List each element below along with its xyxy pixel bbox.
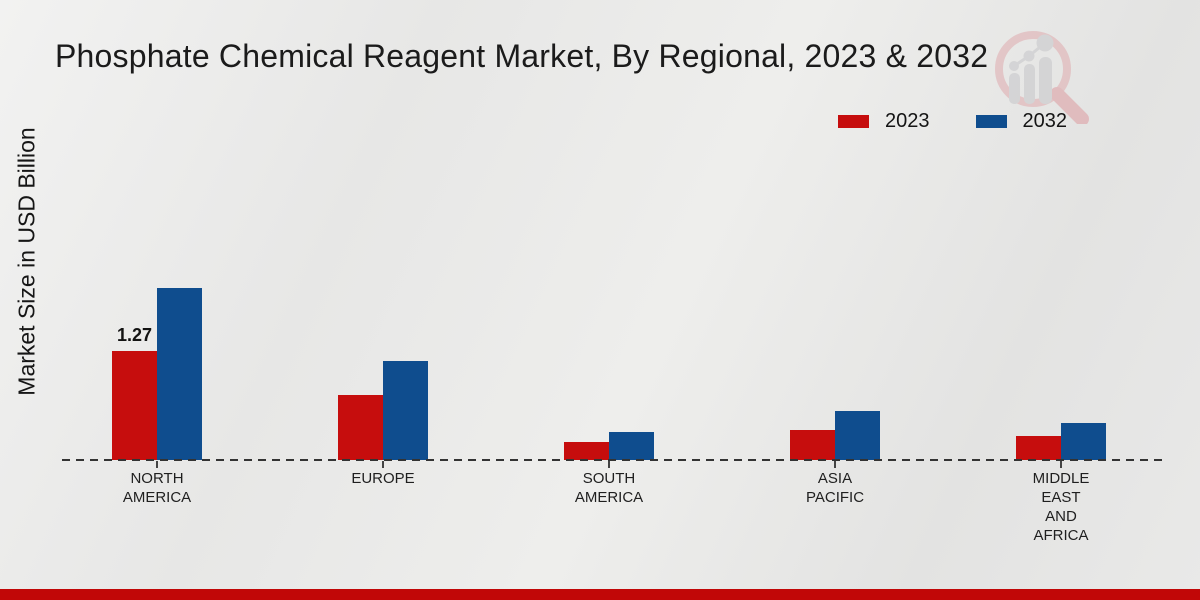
watermark-logo <box>995 31 1089 124</box>
bar-2023-europe <box>338 395 383 460</box>
logo-dot-icon <box>1023 50 1035 62</box>
x-axis-label-line: AMERICA <box>122 489 192 506</box>
x-axis-label-south-america: SOUTH AMERICA <box>524 469 694 507</box>
x-axis-label-north-america: NORTH AMERICA <box>72 469 242 507</box>
logo-bar-icon <box>1009 73 1020 104</box>
bar-2032-asia-pacific <box>835 411 880 460</box>
logo-dot-icon <box>1009 61 1019 71</box>
legend-swatch-2023 <box>838 115 869 128</box>
x-axis-label-asia-pacific: ASIA PACIFIC <box>750 469 920 507</box>
bar-value-label-2023-north-america: 1.27 <box>116 325 153 345</box>
x-axis-label-line: NORTH <box>130 470 184 487</box>
bar-2032-europe <box>383 361 428 460</box>
x-axis-label-line: SOUTH <box>582 470 636 487</box>
x-axis-tick-north-america <box>156 461 158 468</box>
x-axis-label-middle-east-and-africa: MIDDLE EAST AND AFRICA <box>976 469 1146 545</box>
bar-2023-north-america <box>112 351 157 460</box>
bar-2032-middle-east-and-africa <box>1061 423 1106 460</box>
legend: 2023 2032 <box>838 110 1067 133</box>
legend-item-2032: 2032 <box>975 110 1068 133</box>
x-axis-label-line: ASIA <box>817 470 853 487</box>
bar-2032-south-america <box>609 432 654 460</box>
x-axis-label-line: AND <box>1045 508 1077 525</box>
x-axis-label-line: AMERICA <box>574 489 644 506</box>
x-axis-tick-south-america <box>608 461 610 468</box>
bar-2023-south-america <box>564 442 609 460</box>
x-axis-tick-europe <box>382 461 384 468</box>
x-axis-tick-asia-pacific <box>834 461 836 468</box>
bar-2032-north-america <box>157 288 202 460</box>
footer-accent-bar <box>0 589 1200 600</box>
x-axis-label-line: PACIFIC <box>805 489 865 506</box>
y-axis-label: Market Size in USD Billion <box>13 127 40 396</box>
x-axis-tick-middle-east-and-africa <box>1060 461 1062 468</box>
x-axis-label-europe: EUROPE <box>298 469 468 488</box>
legend-label-2032: 2032 <box>1022 110 1068 132</box>
legend-label-2023: 2023 <box>885 110 930 132</box>
x-axis-label-line: EUROPE <box>351 470 415 487</box>
bar-2023-middle-east-and-africa <box>1016 436 1061 460</box>
magnifier-handle-icon <box>1050 87 1089 124</box>
x-axis-label-line: AFRICA <box>1033 527 1089 544</box>
logo-dot-icon <box>1036 34 1054 52</box>
x-axis-label-line: EAST <box>1041 489 1081 506</box>
logo-bar-icon <box>1024 64 1035 104</box>
chart-title: Phosphate Chemical Reagent Market, By Re… <box>55 38 989 74</box>
logo-bar-icon <box>1039 57 1052 104</box>
x-axis-baseline <box>62 459 1162 461</box>
legend-item-2023: 2023 <box>838 110 930 133</box>
bar-2023-asia-pacific <box>790 430 835 460</box>
legend-swatch-2032 <box>975 115 1007 128</box>
x-axis-label-line: MIDDLE <box>1032 470 1090 487</box>
